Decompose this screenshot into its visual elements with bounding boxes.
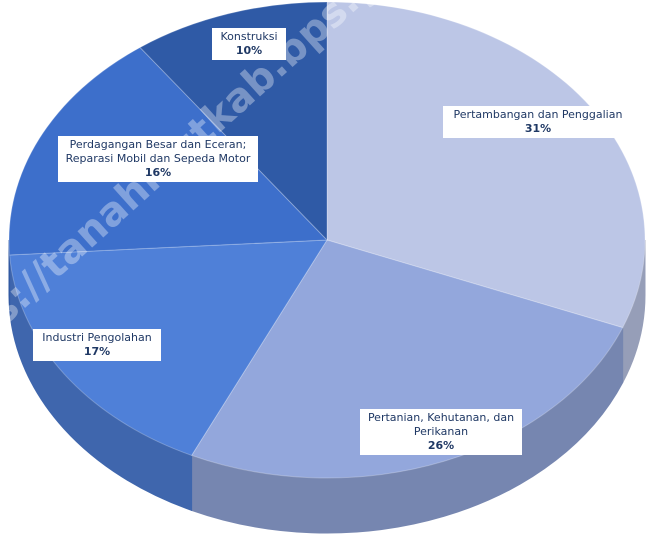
- slice-label: Industri Pengolahan 17%: [33, 329, 161, 361]
- category-label: Industri Pengolahan: [42, 331, 152, 344]
- slice-label: Perdagangan Besar dan Eceran; Reparasi M…: [58, 136, 258, 182]
- slice-label: Pertanian, Kehutanan, dan Perikanan 26%: [360, 409, 522, 455]
- pie-slice: [139, 1, 328, 242]
- value-label: 26%: [427, 439, 455, 452]
- category-label: Konstruksi: [220, 30, 278, 43]
- value-label: 31%: [524, 122, 552, 135]
- value-label: 17%: [83, 345, 111, 358]
- slice-label: Pertambangan dan Penggalian 31%: [443, 106, 633, 138]
- value-label: 10%: [235, 44, 263, 57]
- category-label: Pertanian, Kehutanan, dan Perikanan: [367, 411, 515, 438]
- category-label: Perdagangan Besar dan Eceran; Reparasi M…: [65, 138, 251, 165]
- category-label: Pertambangan dan Penggalian: [453, 108, 623, 121]
- slice-label: Konstruksi 10%: [212, 28, 286, 60]
- value-label: 16%: [144, 166, 172, 179]
- pie-slice: [9, 239, 328, 456]
